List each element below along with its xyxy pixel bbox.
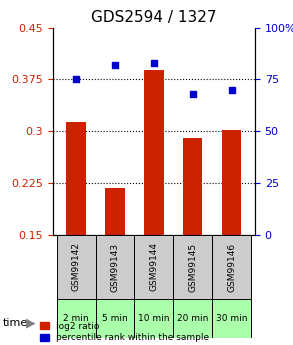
FancyBboxPatch shape [212, 235, 251, 299]
FancyBboxPatch shape [212, 299, 251, 338]
Bar [105, 188, 125, 235]
Text: GSM99146: GSM99146 [227, 243, 236, 292]
Text: 5 min: 5 min [102, 314, 128, 323]
FancyBboxPatch shape [57, 299, 96, 338]
Legend: log2 ratio, percentile rank within the sample: log2 ratio, percentile rank within the s… [40, 322, 209, 342]
Point [190, 91, 195, 97]
Title: GDS2594 / 1327: GDS2594 / 1327 [91, 10, 217, 25]
Text: GSM99145: GSM99145 [188, 243, 197, 292]
Point [151, 60, 156, 66]
Text: 20 min: 20 min [177, 314, 208, 323]
FancyBboxPatch shape [134, 299, 173, 338]
FancyBboxPatch shape [96, 299, 134, 338]
Bar [183, 138, 202, 235]
FancyBboxPatch shape [134, 235, 173, 299]
Text: 2 min: 2 min [63, 314, 89, 323]
Text: GSM99144: GSM99144 [149, 243, 158, 292]
FancyBboxPatch shape [57, 235, 96, 299]
Bar [66, 122, 86, 235]
Text: GSM99142: GSM99142 [71, 243, 81, 292]
Bar [222, 130, 241, 235]
Point [229, 87, 234, 92]
FancyBboxPatch shape [173, 299, 212, 338]
Text: 30 min: 30 min [216, 314, 247, 323]
Point [74, 77, 79, 82]
FancyBboxPatch shape [173, 235, 212, 299]
Point [113, 62, 117, 68]
Text: 10 min: 10 min [138, 314, 170, 323]
Text: GSM99143: GSM99143 [110, 243, 120, 292]
Text: time: time [3, 318, 28, 327]
Bar [144, 70, 163, 235]
Text: ▶: ▶ [26, 316, 36, 329]
FancyBboxPatch shape [96, 235, 134, 299]
